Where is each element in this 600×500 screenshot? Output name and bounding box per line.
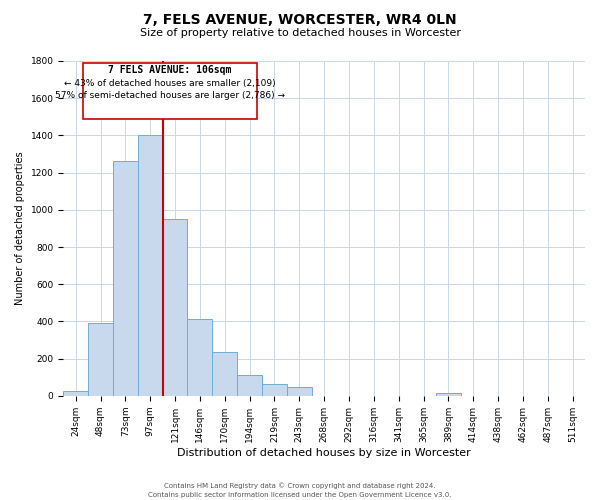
Bar [436, 393, 461, 396]
Text: ← 43% of detached houses are smaller (2,109): ← 43% of detached houses are smaller (2,… [64, 79, 276, 88]
Text: Contains HM Land Registry data © Crown copyright and database right 2024.: Contains HM Land Registry data © Crown c… [164, 482, 436, 489]
Bar [113, 160, 138, 396]
Bar [187, 318, 212, 396]
Text: 7, FELS AVENUE, WORCESTER, WR4 0LN: 7, FELS AVENUE, WORCESTER, WR4 0LN [143, 12, 457, 26]
Bar [212, 352, 237, 396]
Bar [88, 324, 113, 396]
Text: 7 FELS AVENUE: 106sqm: 7 FELS AVENUE: 106sqm [109, 64, 232, 74]
FancyBboxPatch shape [83, 63, 257, 118]
Bar [138, 136, 163, 396]
X-axis label: Distribution of detached houses by size in Worcester: Distribution of detached houses by size … [177, 448, 471, 458]
Bar [287, 386, 312, 396]
Text: Contains public sector information licensed under the Open Government Licence v3: Contains public sector information licen… [148, 492, 452, 498]
Text: Size of property relative to detached houses in Worcester: Size of property relative to detached ho… [139, 28, 461, 38]
Bar [63, 391, 88, 396]
Bar [163, 219, 187, 396]
Bar [237, 376, 262, 396]
Y-axis label: Number of detached properties: Number of detached properties [15, 152, 25, 305]
Bar [262, 384, 287, 396]
Text: 57% of semi-detached houses are larger (2,786) →: 57% of semi-detached houses are larger (… [55, 91, 285, 100]
